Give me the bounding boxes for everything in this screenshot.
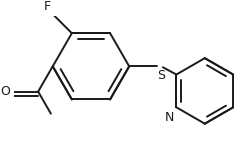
Text: O: O (0, 85, 10, 98)
Text: F: F (44, 0, 51, 13)
Text: N: N (164, 111, 173, 124)
Text: S: S (157, 69, 165, 82)
